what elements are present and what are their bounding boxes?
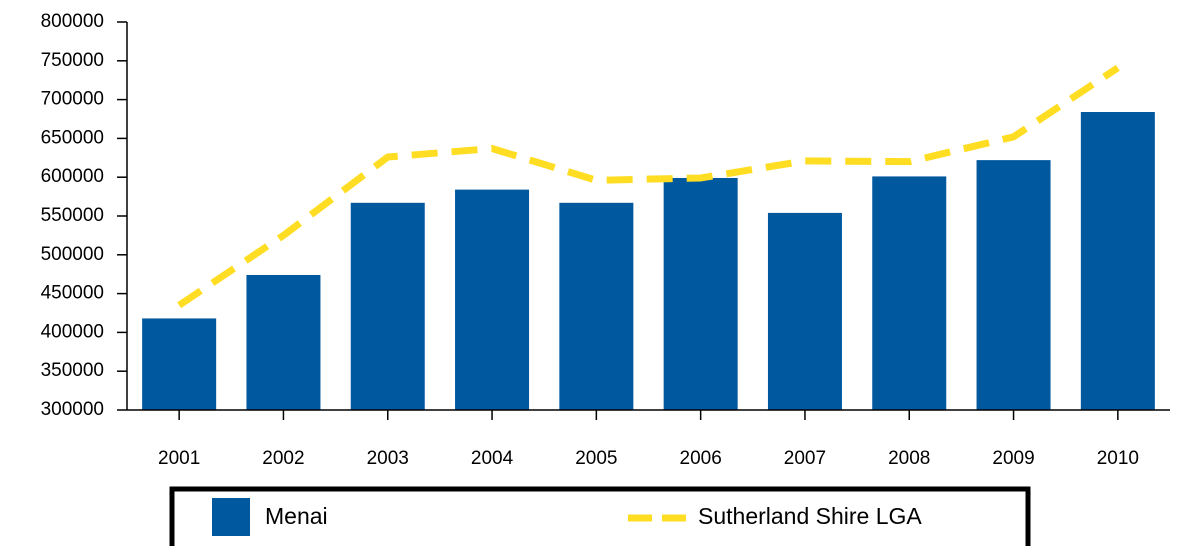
legend-label: Menai <box>265 503 328 529</box>
x-tick-label: 2003 <box>367 448 409 469</box>
legend-label: Sutherland Shire LGA <box>698 503 922 529</box>
bar <box>976 160 1051 410</box>
bar <box>246 274 321 410</box>
bar <box>142 318 217 410</box>
legend-swatch <box>212 498 250 536</box>
y-tick-label: 500000 <box>41 244 104 265</box>
x-tick-label: 2002 <box>262 448 304 469</box>
bar <box>872 176 947 410</box>
y-tick-label: 650000 <box>41 127 104 148</box>
bar <box>455 189 530 410</box>
x-tick-label: 2004 <box>471 448 514 469</box>
y-tick-label: 400000 <box>41 321 104 342</box>
y-tick-label: 800000 <box>41 11 104 32</box>
bar <box>1080 112 1155 411</box>
y-tick-label: 750000 <box>41 50 104 71</box>
x-tick-label: 2007 <box>784 448 826 469</box>
bar <box>663 177 738 410</box>
bar <box>559 202 634 410</box>
x-tick-label: 2010 <box>1097 448 1139 469</box>
x-tick-label: 2006 <box>680 448 722 469</box>
legend-box <box>169 486 1031 546</box>
x-tick-label: 2005 <box>575 448 617 469</box>
y-tick-label: 350000 <box>41 360 104 381</box>
line-series <box>177 64 1120 309</box>
y-tick-label: 450000 <box>41 283 104 304</box>
x-tick-label: 2001 <box>158 448 200 469</box>
bar <box>350 202 425 410</box>
y-tick-label: 300000 <box>41 399 104 420</box>
x-tick-label: 2009 <box>992 448 1034 469</box>
bar <box>767 212 842 410</box>
y-tick-label: 600000 <box>41 166 104 187</box>
x-tick-label: 2008 <box>888 448 930 469</box>
y-tick-label: 550000 <box>41 205 104 226</box>
y-tick-label: 700000 <box>41 89 104 110</box>
